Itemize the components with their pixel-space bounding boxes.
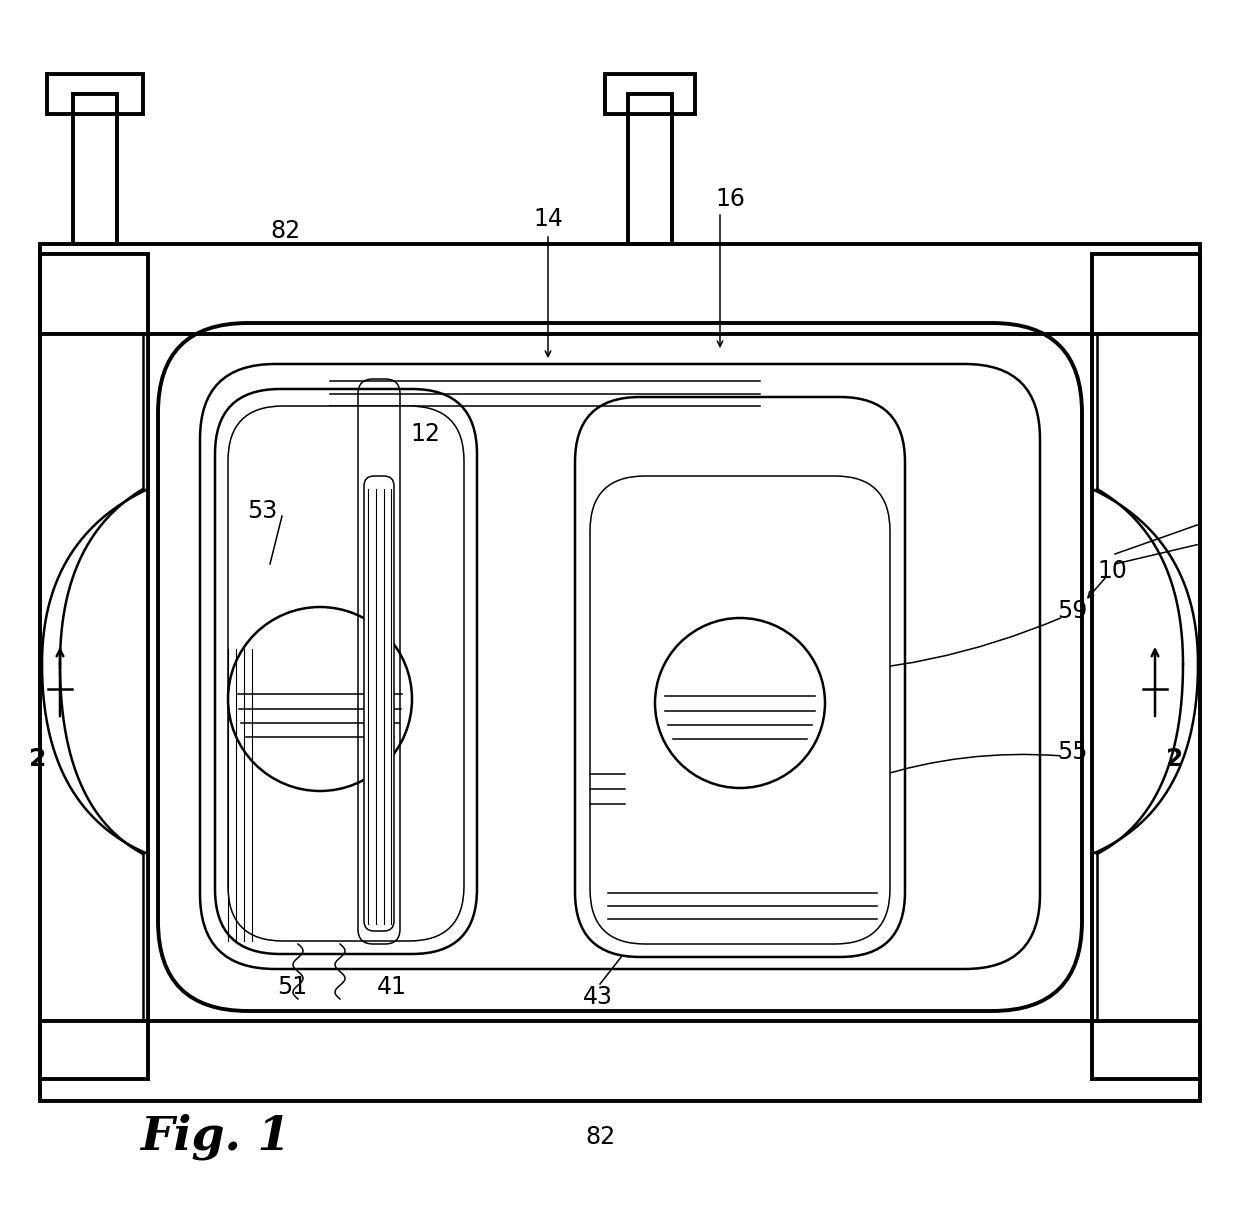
- Text: 59: 59: [1056, 598, 1087, 623]
- Text: 55: 55: [1056, 740, 1087, 764]
- Text: 43: 43: [583, 985, 613, 1010]
- Text: 82: 82: [270, 219, 300, 243]
- FancyBboxPatch shape: [365, 476, 394, 931]
- Text: 41: 41: [377, 974, 407, 999]
- Text: 12: 12: [410, 422, 440, 446]
- Text: 2: 2: [1167, 747, 1184, 771]
- Text: 10: 10: [1097, 559, 1127, 583]
- Text: 16: 16: [715, 187, 745, 212]
- FancyBboxPatch shape: [590, 476, 890, 944]
- FancyBboxPatch shape: [228, 406, 464, 941]
- Text: 14: 14: [533, 207, 563, 231]
- Text: 2: 2: [30, 747, 47, 771]
- Text: 51: 51: [277, 974, 308, 999]
- Text: 82: 82: [585, 1126, 615, 1149]
- Text: Fig. 1: Fig. 1: [140, 1113, 290, 1161]
- Text: 53: 53: [247, 499, 277, 523]
